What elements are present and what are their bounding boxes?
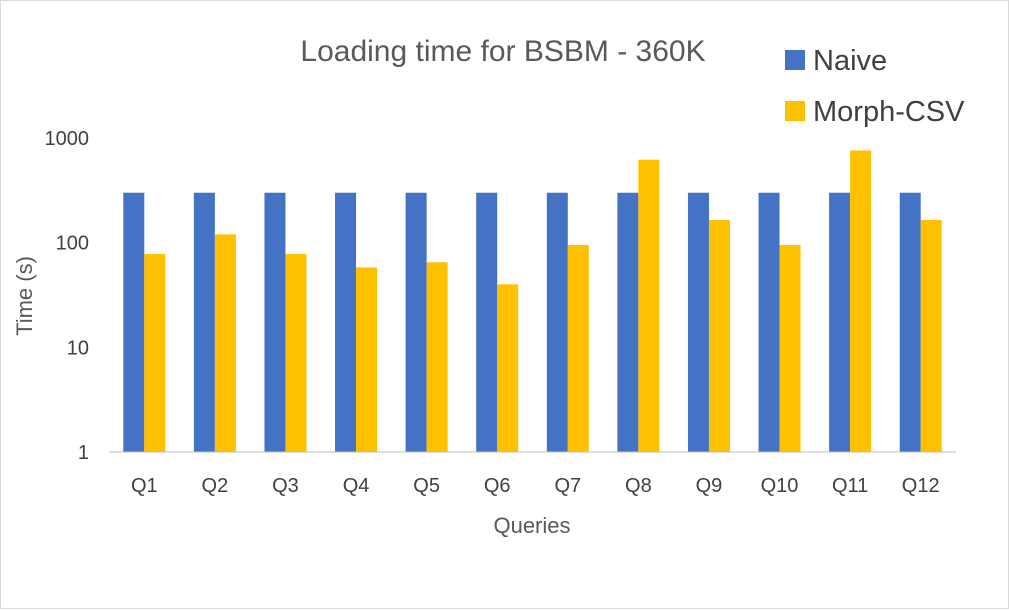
bar-morph-csv-q4: [356, 267, 378, 452]
x-tick-label: Q10: [761, 475, 799, 497]
y-axis-title: Time (s): [12, 256, 37, 336]
bar-naive-q12: [899, 192, 921, 453]
bar-naive-q1: [123, 192, 145, 453]
x-tick-label: Q3: [272, 475, 299, 497]
bars: [123, 150, 942, 453]
bar-naive-q8: [617, 192, 639, 453]
bar-morph-csv-q11: [850, 150, 872, 452]
bar-morph-csv-q12: [920, 219, 942, 452]
x-tick-label: Q1: [131, 475, 158, 497]
y-tick-label: 10: [67, 337, 89, 359]
y-tick-label: 1: [78, 442, 89, 464]
chart-title: Loading time for BSBM - 360K: [300, 35, 705, 68]
x-axis: Q1 Q2 Q3 Q4 Q5 Q6 Q7 Q8 Q9 Q10 Q11 Q12: [131, 475, 940, 497]
bar-naive-q11: [829, 192, 851, 453]
x-axis-title: Queries: [493, 513, 570, 538]
legend-swatch-morph-csv: [785, 101, 805, 121]
bar-morph-csv-q6: [497, 284, 519, 452]
x-tick-label: Q9: [696, 475, 723, 497]
x-tick-label: Q6: [484, 475, 511, 497]
bar-naive-q6: [476, 192, 498, 453]
bar-naive-q3: [264, 192, 286, 453]
bar-morph-csv-q5: [426, 262, 448, 452]
x-tick-label: Q8: [625, 475, 652, 497]
bar-morph-csv-q8: [638, 159, 660, 452]
bar-naive-q4: [335, 192, 357, 453]
y-tick-label: 100: [56, 233, 89, 255]
y-axis: 1 10 100 1000: [45, 128, 90, 464]
y-tick-label: 1000: [45, 128, 90, 150]
legend-label-morph-csv: Morph-CSV: [813, 96, 965, 128]
bar-morph-csv-q1: [144, 253, 166, 452]
x-tick-label: Q5: [413, 475, 440, 497]
x-tick-label: Q7: [554, 475, 581, 497]
bar-morph-csv-q10: [779, 244, 801, 452]
bar-morph-csv-q9: [708, 219, 730, 452]
legend: Naive Morph-CSV: [785, 45, 965, 128]
bar-naive-q9: [687, 192, 709, 453]
bar-naive-q10: [758, 192, 780, 453]
bar-naive-q5: [405, 192, 427, 453]
legend-label-naive: Naive: [813, 45, 887, 77]
x-tick-label: Q11: [832, 475, 868, 497]
bar-morph-csv-q7: [567, 244, 589, 452]
bar-naive-q2: [193, 192, 215, 453]
legend-swatch-naive: [785, 50, 805, 70]
x-tick-label: Q2: [202, 475, 229, 497]
bar-naive-q7: [546, 192, 568, 453]
x-tick-label: Q12: [902, 475, 940, 497]
x-tick-label: Q4: [343, 475, 370, 497]
bar-morph-csv-q2: [214, 234, 236, 452]
bar-morph-csv-q3: [285, 253, 307, 452]
